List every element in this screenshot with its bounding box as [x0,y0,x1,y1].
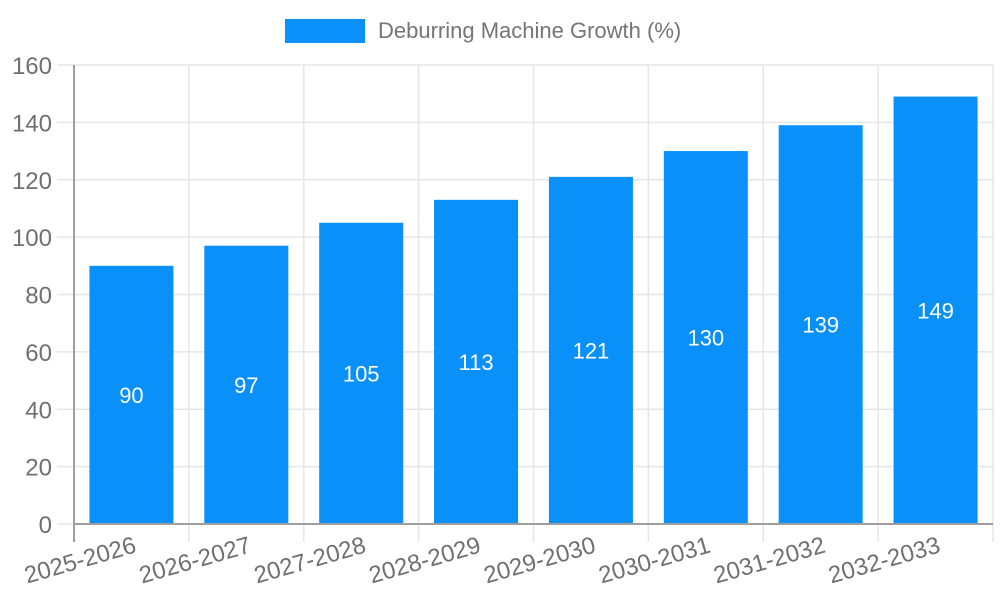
bar-value-label: 113 [459,350,494,375]
x-axis-category-label: 2032-2033 [825,532,943,590]
y-axis-tick-label: 140 [12,110,52,137]
x-axis-category-label: 2030-2031 [596,532,714,590]
bar-value-label: 97 [234,373,258,398]
chart-legend: Deburring Machine Growth (%) [285,19,681,43]
bar [893,96,978,525]
bar [778,125,863,525]
bar [548,176,633,524]
legend-label: Deburring Machine Growth (%) [378,18,682,43]
bar-value-label: 149 [917,298,954,323]
bar-value-label: 90 [119,383,143,408]
x-axis-category-label: 2026-2027 [136,532,254,590]
bar-value-label: 139 [802,313,839,338]
bar [204,245,289,524]
y-axis-tick-label: 100 [12,225,52,252]
bar-value-label: 105 [343,361,380,386]
bar-value-label: 130 [687,326,724,351]
y-axis-tick-label: 20 [25,455,52,482]
bar [663,151,748,524]
y-axis-tick-label: 0 [39,512,52,539]
y-axis-tick-label: 120 [12,168,52,195]
x-axis-category-label: 2027-2028 [251,532,369,590]
legend-color-swatch [285,19,365,43]
x-axis-category-label: 2029-2030 [481,532,599,590]
bar [89,265,174,524]
y-axis-tick-label: 80 [25,283,52,310]
y-axis-tick-label: 160 [12,53,52,80]
y-axis-tick-label: 40 [25,397,52,424]
x-axis-category-label: 2028-2029 [366,532,484,590]
x-axis-category-label: 2025-2026 [21,532,139,590]
bar-value-label: 121 [573,338,610,363]
y-axis-tick-label: 60 [25,340,52,367]
x-axis-category-label: 2031-2032 [711,532,829,590]
bar [319,222,404,524]
bar [434,199,519,525]
